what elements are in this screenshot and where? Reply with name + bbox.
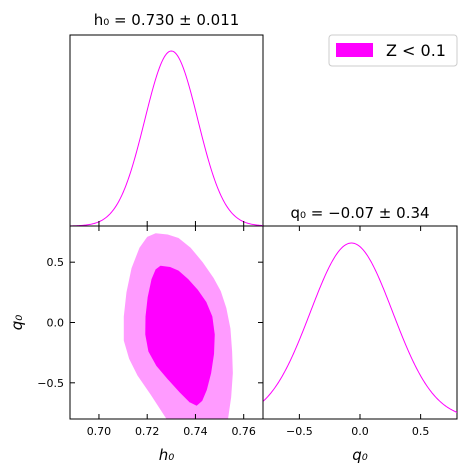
- q0-axis-ticks: −0.5 0.0 0.5: [286, 226, 429, 438]
- q0-xtick-label: −0.5: [286, 425, 313, 438]
- h0-marginal-frame: [69, 34, 264, 227]
- h0-marginal-ticks: [98, 221, 245, 226]
- joint-ytick-label: −0.5: [37, 377, 64, 390]
- legend-box: [328, 34, 458, 67]
- h0-marginal-panel: h₀ = 0.730 ± 0.011: [69, 11, 264, 227]
- q0-marginal-panel: q₀ = −0.07 ± 0.34 −0.5 0.0 0.5 q₀: [262, 204, 458, 464]
- legend-label: Z < 0.1: [386, 41, 446, 60]
- legend: Z < 0.1: [328, 34, 458, 67]
- q0-marginal-title: q₀ = −0.07 ± 0.34: [290, 204, 429, 222]
- q0-density-curve: [262, 242, 458, 413]
- q0-xtick-label: 0.5: [412, 425, 430, 438]
- h0-density-curve: [69, 50, 264, 227]
- joint-ylabel: q₀: [8, 315, 26, 331]
- q0-marginal-frame: [262, 225, 458, 420]
- joint-panel: 0.70 0.72 0.74 0.76 0.5 0.0 −0.5 h₀ q₀: [8, 225, 264, 464]
- legend-swatch: [336, 43, 373, 57]
- joint-xtick-label: 0.76: [231, 425, 256, 438]
- joint-axis-ticks: 0.70 0.72 0.74 0.76 0.5 0.0 −0.5: [37, 226, 263, 438]
- q0-marginal-xlabel: q₀: [352, 446, 368, 464]
- joint-xlabel: h₀: [159, 446, 175, 464]
- joint-xtick-label: 0.74: [183, 425, 208, 438]
- joint-xtick-label: 0.70: [87, 425, 112, 438]
- h0-marginal-title: h₀ = 0.730 ± 0.011: [94, 11, 240, 29]
- joint-xtick-label: 0.72: [135, 425, 160, 438]
- joint-ytick-label: 0.5: [47, 256, 65, 269]
- joint-ytick-label: 0.0: [47, 317, 65, 330]
- contour-68: [145, 265, 215, 406]
- q0-xtick-label: 0.0: [351, 425, 369, 438]
